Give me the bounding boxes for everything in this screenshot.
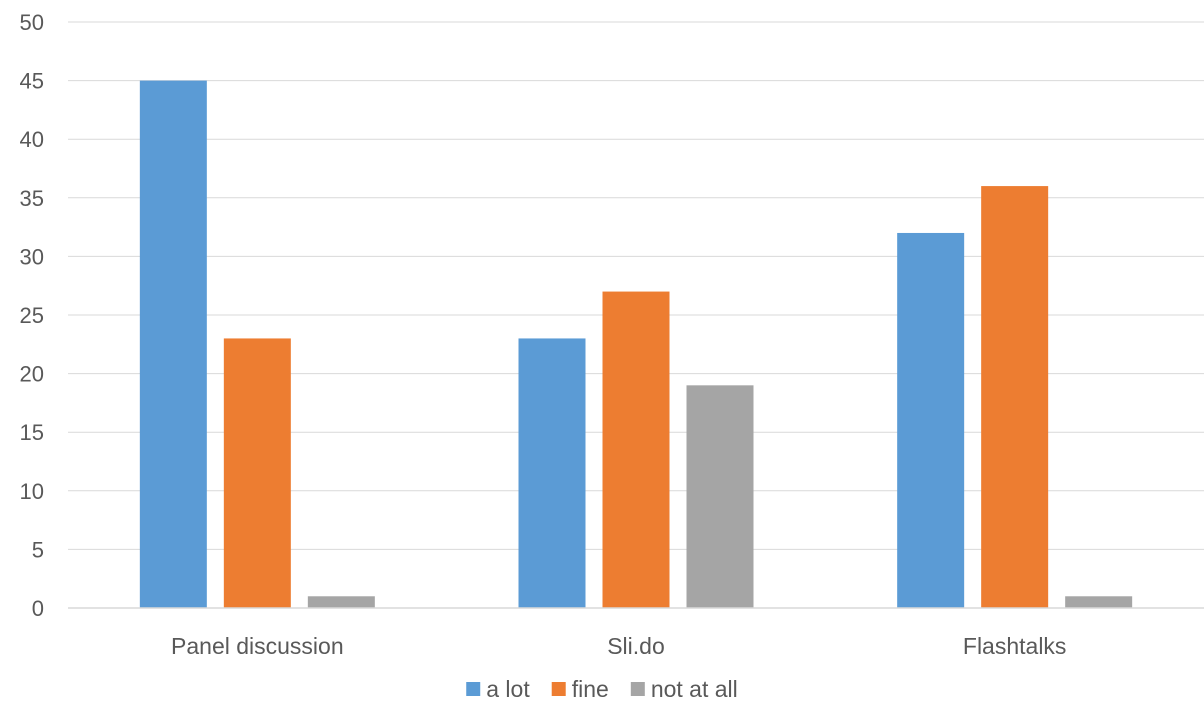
y-tick-label: 15 [20, 420, 44, 445]
bar-a-lot-panel-discussion [139, 80, 207, 609]
y-tick-label: 45 [20, 69, 44, 94]
y-tick-label: 10 [20, 479, 44, 504]
bar-fine-panel-discussion [223, 338, 291, 608]
x-axis-category-labels: Panel discussion Sli.do Flashtalks [171, 633, 1066, 659]
bar-fine-sli-do [602, 291, 670, 608]
bar-not-at-all-sli-do [686, 385, 754, 608]
bar-not-at-all-flashtalks [1065, 596, 1133, 608]
bar-fine-flashtalks [981, 186, 1049, 608]
legend-label: fine [572, 676, 609, 702]
y-tick-label: 35 [20, 186, 44, 211]
x-category-label: Panel discussion [171, 633, 344, 659]
legend-swatch-fine [551, 682, 566, 696]
y-tick-label: 50 [20, 10, 44, 35]
y-axis-tick-labels: 0 5 10 15 20 25 30 35 40 45 50 [20, 10, 44, 621]
bar-not-at-all-panel-discussion [307, 596, 375, 608]
legend-swatch-not-at-all [630, 682, 645, 696]
y-tick-label: 25 [20, 303, 44, 328]
legend-label: not at all [651, 676, 738, 702]
y-tick-label: 5 [32, 537, 44, 562]
bar-a-lot-flashtalks [897, 232, 965, 608]
y-tick-label: 30 [20, 244, 44, 269]
legend-label: a lot [486, 676, 530, 702]
y-tick-label: 20 [20, 362, 44, 387]
legend-swatch-a-lot [466, 682, 481, 696]
bars [139, 80, 1133, 609]
y-tick-label: 40 [20, 127, 44, 152]
legend: a lot fine not at all [466, 676, 738, 702]
y-tick-label: 0 [32, 596, 44, 621]
x-category-label: Sli.do [607, 633, 665, 659]
x-category-label: Flashtalks [963, 633, 1067, 659]
bar-a-lot-sli-do [518, 338, 586, 608]
